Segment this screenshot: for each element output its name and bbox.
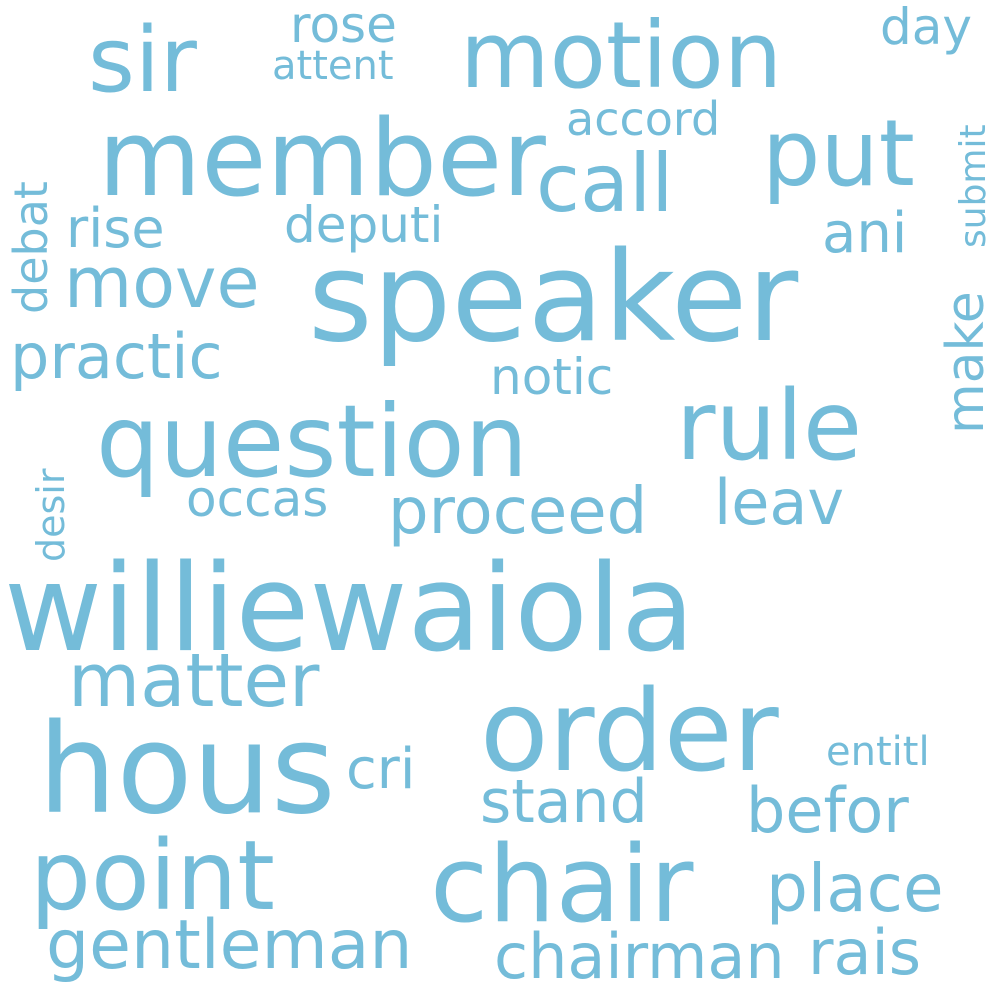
word-rise: rise bbox=[66, 197, 165, 260]
word-deputi: deputi bbox=[284, 196, 444, 254]
word-call: call bbox=[536, 137, 674, 230]
word-entitl: entitl bbox=[826, 729, 930, 775]
word-rule: rule bbox=[676, 370, 863, 482]
word-chair: chair bbox=[430, 823, 694, 946]
word-williewaiola: williewaiola bbox=[4, 540, 695, 679]
word-chairman: chairman bbox=[494, 920, 785, 993]
word-occas: occas bbox=[186, 470, 329, 528]
word-accord: accord bbox=[566, 92, 721, 146]
word-move: move bbox=[64, 242, 260, 324]
word-gentleman: gentleman bbox=[46, 906, 413, 985]
word-make: make bbox=[936, 291, 996, 434]
word-order: order bbox=[480, 667, 779, 797]
word-submit: submit bbox=[953, 124, 994, 248]
word-question: question bbox=[96, 383, 529, 500]
word-matter: matter bbox=[68, 638, 320, 724]
word-cri: cri bbox=[346, 737, 416, 802]
word-leav: leav bbox=[714, 466, 845, 539]
word-rais: rais bbox=[808, 916, 922, 989]
word-practic: practic bbox=[10, 320, 223, 393]
word-debat: debat bbox=[4, 181, 58, 314]
word-sir: sir bbox=[88, 8, 197, 113]
word-day: day bbox=[880, 0, 972, 56]
word-attent: attent bbox=[272, 43, 394, 89]
word-desir: desir bbox=[29, 468, 73, 562]
word-point: point bbox=[30, 820, 275, 932]
word-befor: befor bbox=[746, 774, 909, 847]
word-stand: stand bbox=[480, 767, 648, 837]
word-hous: hous bbox=[38, 698, 336, 842]
word-member: member bbox=[98, 97, 546, 220]
word-rose: rose bbox=[290, 0, 397, 54]
word-speaker: speaker bbox=[308, 226, 799, 370]
word-proceed: proceed bbox=[388, 475, 648, 549]
word-place: place bbox=[766, 850, 944, 927]
word-put: put bbox=[762, 100, 915, 207]
word-motion: motion bbox=[460, 2, 783, 109]
word-notic: notic bbox=[490, 348, 614, 406]
word-ani: ani bbox=[822, 201, 908, 266]
